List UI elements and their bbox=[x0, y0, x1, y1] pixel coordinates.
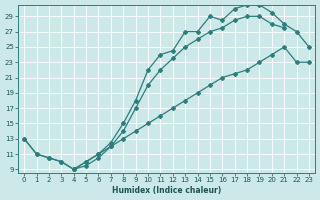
X-axis label: Humidex (Indice chaleur): Humidex (Indice chaleur) bbox=[112, 186, 221, 195]
